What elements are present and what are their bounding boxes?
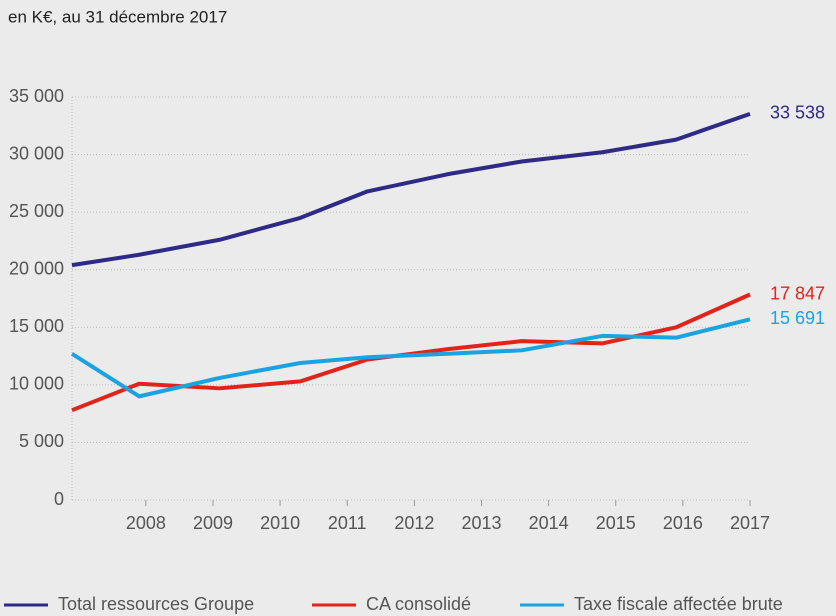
y-tick-label: 35 000 <box>9 86 64 106</box>
x-tick-label: 2014 <box>529 513 569 533</box>
x-tick-label: 2015 <box>596 513 636 533</box>
y-tick-label: 20 000 <box>9 258 64 278</box>
x-tick-label: 2013 <box>461 513 501 533</box>
y-tick-label: 0 <box>54 489 64 509</box>
legend-label: Total ressources Groupe <box>58 594 254 614</box>
x-tick-label: 2012 <box>394 513 434 533</box>
y-tick-label: 10 000 <box>9 374 64 394</box>
x-tick-label: 2009 <box>193 513 233 533</box>
x-tick-label: 2016 <box>663 513 703 533</box>
series-line <box>70 317 751 399</box>
data-label: 17 847 <box>770 283 825 303</box>
data-label: 15 691 <box>770 308 825 328</box>
legend-label: Taxe fiscale affectée brute <box>574 594 783 614</box>
y-tick-label: 30 000 <box>9 143 64 163</box>
series-line <box>71 111 751 268</box>
legend-label: CA consolidé <box>366 594 471 614</box>
x-tick-label: 2008 <box>126 513 166 533</box>
series-line <box>71 292 751 413</box>
x-tick-label: 2011 <box>328 513 367 533</box>
y-tick-label: 15 000 <box>9 316 64 336</box>
x-tick-label: 2010 <box>260 513 300 533</box>
x-tick-label: 2017 <box>730 513 770 533</box>
y-tick-label: 25 000 <box>9 201 64 221</box>
chart-subtitle: en K€, au 31 décembre 2017 <box>8 7 227 26</box>
y-tick-label: 5 000 <box>19 431 64 451</box>
data-label: 33 538 <box>770 103 825 123</box>
